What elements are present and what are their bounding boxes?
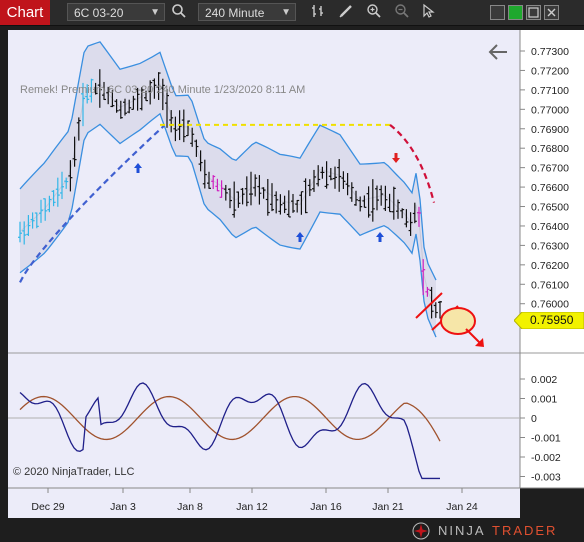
chart-overlays [19, 123, 484, 347]
instrument-label: 6C 03-20 [74, 6, 124, 20]
chart-tab[interactable]: Chart [0, 0, 50, 25]
oscillator-tick-label: 0 [531, 413, 537, 425]
oscillator-tick-label: -0.002 [531, 452, 561, 464]
oscillator-tick-label: -0.001 [531, 433, 561, 445]
search-icon[interactable] [169, 3, 189, 21]
maximize-button[interactable] [526, 5, 541, 20]
back-arrow-icon[interactable] [487, 42, 509, 62]
price-tick-label: 0.77200 [531, 65, 569, 77]
price-tick-label: 0.76000 [531, 299, 569, 311]
oscillator-tick-label: 0.001 [531, 394, 557, 406]
time-tick-label: Jan 16 [310, 501, 342, 513]
interval-label: 240 Minute [205, 6, 265, 20]
chart-title: Remek! Premium 6C 03-20 240 Minute 1/23/… [20, 84, 306, 96]
zoom-in-icon[interactable] [364, 3, 384, 21]
close-button[interactable] [544, 5, 559, 20]
zoom-out-icon[interactable] [392, 3, 412, 21]
time-tick-label: Dec 29 [31, 501, 64, 513]
price-tick-label: 0.76400 [531, 221, 569, 233]
up-signal-arrow [376, 232, 384, 242]
time-axis-panel[interactable] [8, 488, 520, 518]
time-tick-label: Jan 24 [446, 501, 478, 513]
oscillator-main-line [19, 382, 440, 480]
oscillator-signal-line [19, 395, 441, 442]
time-tick-label: Jan 12 [236, 501, 268, 513]
up-signal-arrow [296, 232, 304, 242]
price-tick-label: 0.77000 [531, 104, 569, 116]
chevron-down-icon: ▼ [281, 7, 291, 18]
time-tick-label: Jan 3 [110, 501, 136, 513]
footer-bar: NINJA TRADER [0, 518, 584, 542]
ninja-star-icon [412, 522, 430, 540]
price-tick-label: 0.76700 [531, 163, 569, 175]
target-arrow-shaft [465, 328, 481, 344]
price-tick-label: 0.76100 [531, 279, 569, 291]
chevron-down-icon: ▼ [150, 7, 160, 18]
ninjatrader-logo: NINJA TRADER [412, 522, 582, 540]
price-tick-label: 0.76800 [531, 143, 569, 155]
down-signal-arrow [392, 153, 400, 163]
exit-line-1 [415, 292, 443, 319]
oscillator-panel [19, 382, 441, 480]
link-color-button[interactable] [508, 5, 523, 20]
price-tick-label: 0.76200 [531, 260, 569, 272]
brand-suffix: TRADER [492, 523, 558, 538]
price-tick-label: 0.77300 [531, 46, 569, 58]
price-tick-label: 0.76300 [531, 240, 569, 252]
copyright-label: © 2020 NinjaTrader, LLC [13, 466, 135, 478]
last-price-value: 0.75950 [530, 313, 574, 327]
oscillator-tick-label: -0.003 [531, 472, 561, 484]
bars-type-icon[interactable] [308, 3, 328, 21]
target-arrow-head [475, 338, 484, 347]
price-tick-label: 0.76900 [531, 124, 569, 136]
pointer-icon[interactable] [418, 3, 438, 21]
axes: 0.77300 0.77200 0.77100 0.77000 0.76900 0.768… [31, 46, 569, 513]
instrument-selector[interactable]: 6C 03-20 ▼ [67, 3, 165, 21]
price-tick-label: 0.76500 [531, 202, 569, 214]
price-bars [18, 69, 442, 319]
bear-trail-line [389, 124, 436, 203]
up-signal-arrow [134, 163, 142, 173]
target-ellipse [440, 307, 476, 335]
oscillator-tick-label: 0.002 [531, 374, 557, 386]
time-tick-label: Jan 8 [177, 501, 203, 513]
trend-dashed-line [19, 124, 165, 283]
band-upper-line [19, 41, 437, 281]
interval-selector[interactable]: 240 Minute ▼ [198, 3, 296, 21]
brand-prefix: NINJA [438, 523, 486, 538]
time-tick-label: Jan 21 [372, 501, 404, 513]
band-middle-line [19, 83, 437, 310]
price-axis-panel[interactable] [520, 30, 584, 488]
minimize-button[interactable] [490, 5, 505, 20]
band-lower-line [19, 112, 437, 338]
chart-toolbar: Chart 6C 03-20 ▼ 240 Minute ▼ [0, 0, 584, 26]
price-tick-label: 0.77100 [531, 85, 569, 97]
price-tick-label: 0.76600 [531, 182, 569, 194]
pencil-icon[interactable] [336, 3, 356, 21]
